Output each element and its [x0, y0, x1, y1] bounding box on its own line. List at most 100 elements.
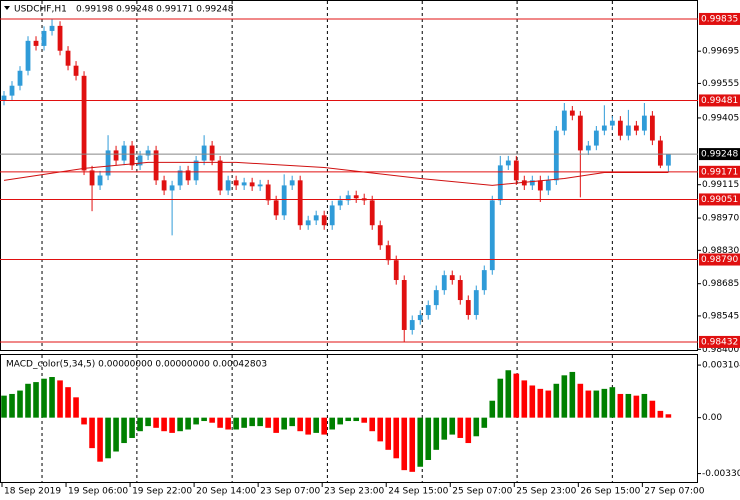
macd-bar — [233, 417, 239, 430]
macd-bar — [585, 390, 592, 418]
candle-body — [153, 150, 159, 181]
x-tick-label: 27 Sep 07:00 — [644, 487, 704, 497]
candle-body — [649, 115, 655, 141]
macd-bar — [505, 370, 512, 418]
macd-bar — [97, 417, 103, 462]
candle-body — [169, 185, 175, 191]
candle-body — [569, 110, 575, 116]
macd-bar — [177, 417, 183, 432]
candle-body — [137, 155, 143, 166]
candle-body — [9, 85, 15, 96]
candle-body — [449, 275, 455, 281]
candle-body — [297, 180, 303, 226]
x-tick-label: 25 Sep 23:00 — [516, 487, 576, 497]
candle-body — [489, 200, 495, 271]
macd-bar — [617, 393, 624, 418]
macd-bar — [545, 390, 552, 418]
macd-bar — [417, 417, 424, 467]
macd-bar — [633, 395, 640, 418]
x-tick-label: 23 Sep 23:00 — [324, 487, 384, 497]
macd-bar — [569, 371, 576, 418]
macd-bar — [465, 417, 472, 444]
candle-body — [345, 195, 351, 201]
macd-bar — [1, 395, 7, 418]
candle-body — [401, 280, 407, 330]
level-box — [699, 12, 740, 25]
x-tick-label: 19 Sep 06:00 — [68, 487, 128, 497]
macd-bar — [513, 373, 520, 418]
macd-bar — [33, 382, 39, 418]
macd-bar — [129, 417, 135, 438]
candle-body — [313, 215, 319, 221]
candle-body — [209, 145, 215, 161]
macd-bar — [521, 380, 528, 418]
candle-body — [497, 165, 503, 201]
macd-bar — [73, 397, 79, 418]
macd-bar — [81, 417, 87, 425]
candle-body — [521, 180, 527, 186]
macd-bar — [593, 390, 600, 418]
candle-body — [553, 130, 559, 181]
macd-bar — [289, 417, 295, 427]
x-tick-label: 25 Sep 07:00 — [452, 487, 512, 497]
x-tick-label: 26 Sep 15:00 — [580, 487, 640, 497]
macd-bar — [209, 417, 215, 423]
y-tick-label: 0.99405 — [702, 113, 739, 123]
candle-body — [289, 180, 295, 186]
candle-body — [161, 180, 167, 191]
candle-body — [513, 160, 519, 181]
candle-body — [353, 195, 359, 199]
candle-body — [633, 125, 639, 131]
level-label: 0.99835 — [701, 14, 738, 24]
candle-body — [337, 200, 343, 206]
macd-bar — [169, 417, 175, 433]
macd-bar — [145, 417, 151, 427]
macd-bar — [577, 383, 584, 418]
macd-bar — [321, 417, 327, 435]
indicator-title: MACD_color(5,34,5) 0.00000000 0.00000000… — [6, 360, 267, 370]
macd-bar — [9, 393, 15, 418]
candle-body — [393, 260, 399, 281]
y-tick-label: 0.98830 — [702, 246, 739, 256]
macd-bar — [377, 417, 384, 442]
candle-body — [241, 182, 247, 186]
candle-body — [1, 95, 7, 101]
macd-bar — [353, 417, 360, 422]
macd-bar — [609, 387, 616, 418]
macd-bar — [625, 393, 632, 418]
moving-average — [3, 161, 669, 186]
macd-bar — [361, 417, 368, 423]
candle-body — [249, 182, 255, 187]
candle-body — [17, 70, 23, 86]
macd-bar — [649, 400, 656, 418]
x-tick-label: 18 Sep 2019 — [4, 487, 61, 497]
y-tick-label: 0.99695 — [702, 47, 739, 57]
y-tick-label: 0.0031042 — [702, 361, 740, 371]
macd-bar — [225, 417, 231, 430]
y-tick-label: -0.0033026 — [702, 469, 740, 479]
macd-bar — [393, 417, 400, 459]
candle-body — [617, 120, 623, 136]
macd-bar — [345, 417, 352, 422]
candle-body — [113, 150, 119, 161]
menu-arrow[interactable] — [4, 6, 10, 10]
candle-body — [441, 275, 447, 291]
macd-bar — [281, 417, 287, 430]
macd-bar — [249, 417, 255, 427]
candle-body — [25, 40, 31, 71]
macd-bar — [105, 417, 111, 459]
macd-bar — [497, 378, 504, 418]
macd-bar — [89, 417, 95, 449]
candle-body — [329, 205, 335, 226]
candle-body — [257, 184, 263, 187]
macd-bar — [49, 377, 55, 418]
macd-bar — [137, 417, 143, 432]
macd-bar — [385, 417, 392, 450]
macd-bar — [425, 417, 432, 460]
candle-body — [537, 180, 543, 191]
level-label: 0.99481 — [701, 96, 738, 106]
candle-body — [129, 145, 135, 166]
candle-body — [81, 75, 87, 171]
candle-body — [57, 25, 63, 51]
